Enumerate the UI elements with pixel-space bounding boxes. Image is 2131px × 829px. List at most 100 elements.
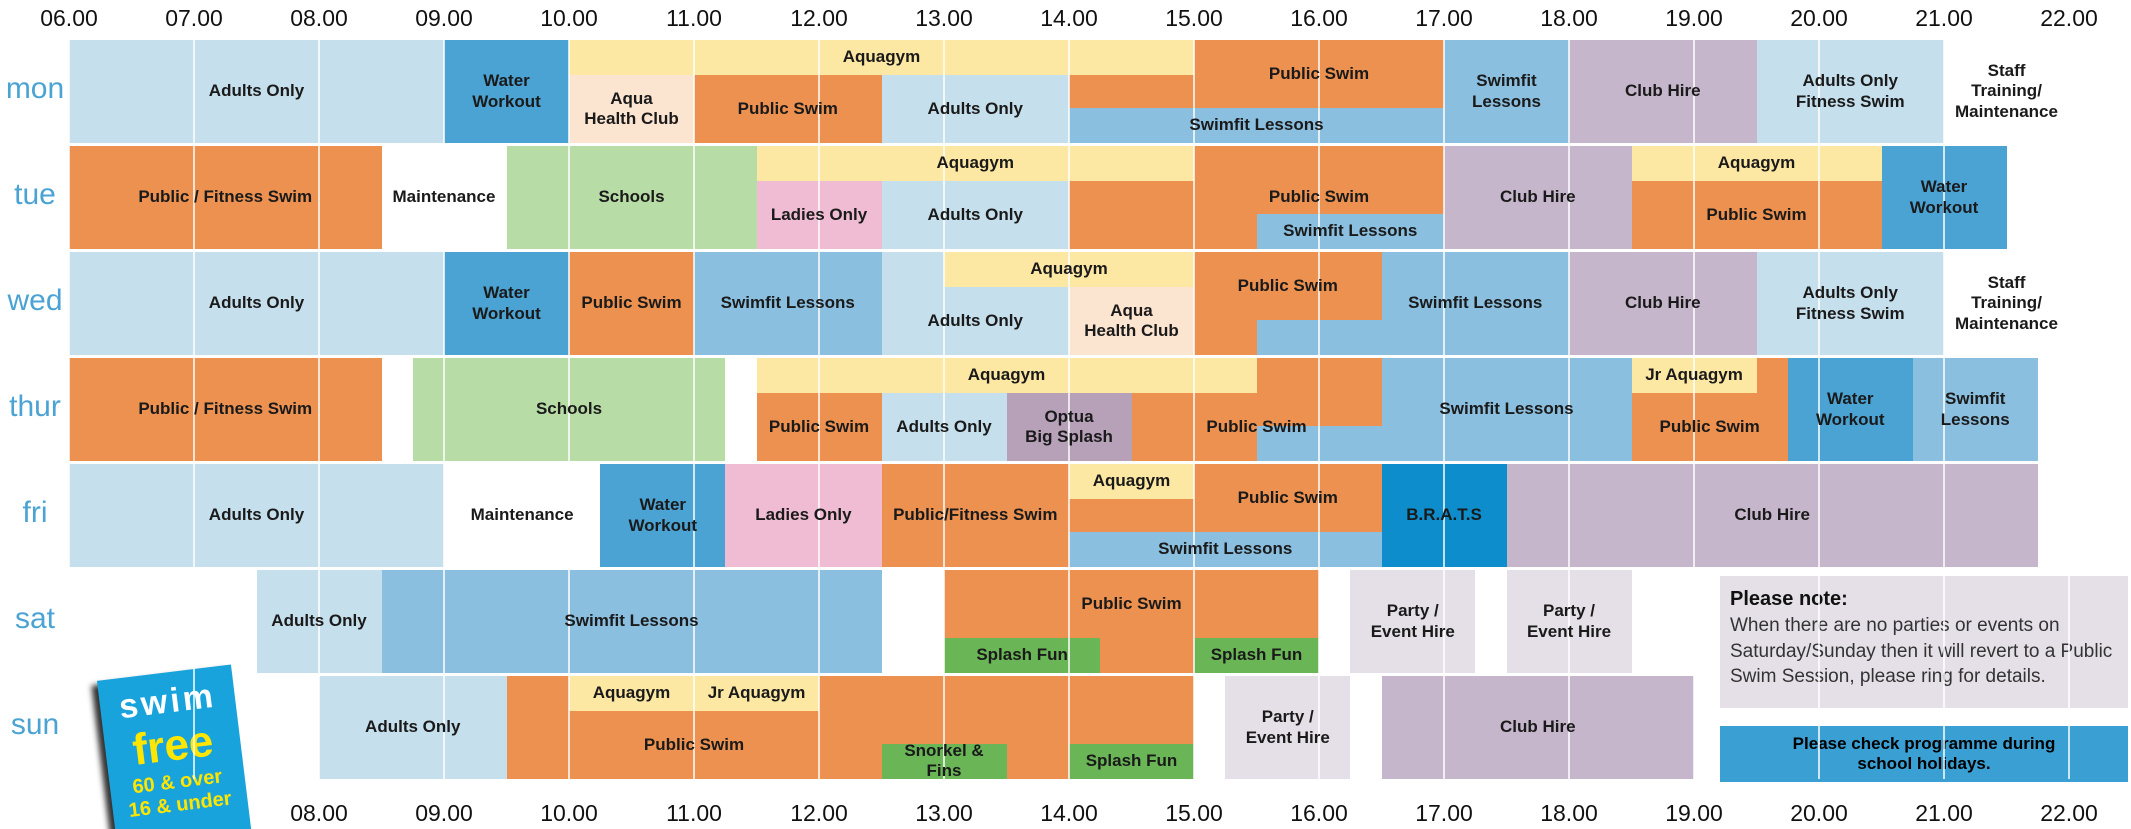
time-label-bottom: 14.00 (1029, 800, 1109, 827)
time-label-top: 19.00 (1654, 5, 1734, 32)
session-label: Swimfit Lessons (1069, 108, 1444, 143)
time-label-bottom: 22.00 (2029, 800, 2109, 827)
session-label: Public Swim (944, 570, 1319, 638)
session-label: Water Workout (444, 252, 569, 355)
session-label: Public / Fitness Swim (69, 146, 382, 249)
session-label: Ladies Only (725, 464, 881, 567)
session-label: Ladies Only (757, 181, 882, 249)
time-label-bottom: 11.00 (654, 800, 734, 827)
notice-text: Please check programme during school hol… (1780, 734, 2068, 774)
session-block (1100, 638, 1194, 673)
session-label: Public Swim (1194, 464, 1382, 532)
session-label: Public Swim (1632, 181, 1882, 249)
session-label: Optua Big Splash (1007, 393, 1132, 461)
grid-line (2068, 40, 2070, 779)
time-label-bottom: 08.00 (279, 800, 359, 827)
session-label: Public Swim (569, 711, 819, 779)
session-label: Jr Aquagym (694, 676, 819, 711)
session-label: Aqua Health Club (1069, 287, 1194, 355)
session-label: Schools (413, 358, 726, 461)
session-label: Party / Event Hire (1507, 570, 1632, 673)
time-label-top: 16.00 (1279, 5, 1359, 32)
session-label: Swimfit Lessons (1257, 214, 1445, 249)
session-label: Adults Only (69, 40, 444, 143)
session-label: Public Swim (1632, 393, 1788, 461)
session-label: Party / Event Hire (1350, 570, 1475, 673)
session-label: Swimfit Lessons (1382, 252, 1570, 355)
time-label-bottom: 16.00 (1279, 800, 1359, 827)
day-label: sun (0, 708, 70, 742)
badge: swim free 60 & over 16 & under (97, 664, 254, 829)
time-label-bottom: 20.00 (1779, 800, 1859, 827)
session-label: Club Hire (1382, 676, 1695, 779)
session-label: Adults Only (319, 676, 507, 779)
session-label: Staff Training/ Maintenance (1944, 252, 2069, 355)
session-label: Adults Only (69, 252, 444, 355)
time-label-bottom: 21.00 (1904, 800, 1984, 827)
time-label-bottom: 10.00 (529, 800, 609, 827)
session-block (1757, 358, 1788, 393)
session-label: Aquagym (569, 40, 1194, 75)
time-label-top: 17.00 (1404, 5, 1484, 32)
session-label: Aquagym (1632, 146, 1882, 181)
day-label: mon (0, 72, 70, 106)
session-block (1194, 320, 1257, 355)
time-label-top: 09.00 (404, 5, 484, 32)
session-label: Adults Only (257, 570, 382, 673)
session-label: Public Swim (1132, 393, 1382, 461)
session-label: Aquagym (1069, 464, 1194, 499)
note-box: Please note:When there are no parties or… (1720, 576, 2128, 708)
session-label: Public/Fitness Swim (882, 464, 1070, 567)
time-label-bottom: 15.00 (1154, 800, 1234, 827)
session-label: Snorkel & Fins (882, 744, 1007, 779)
time-label-bottom: 12.00 (779, 800, 859, 827)
time-label-top: 15.00 (1154, 5, 1234, 32)
session-label: Maintenance (444, 464, 600, 567)
session-label: Club Hire (1507, 464, 2038, 567)
time-label-top: 06.00 (29, 5, 109, 32)
session-label: Aquagym (569, 676, 694, 711)
session-label: Swimfit Lessons (1444, 40, 1569, 143)
time-label-bottom: 19.00 (1654, 800, 1734, 827)
time-label-top: 21.00 (1904, 5, 1984, 32)
session-block (1069, 499, 1194, 532)
session-label: B.R.A.T.S (1382, 464, 1507, 567)
session-label: Swimfit Lessons (1913, 358, 2038, 461)
session-label: Aqua Health Club (569, 75, 694, 143)
session-block (507, 676, 570, 779)
time-label-bottom: 18.00 (1529, 800, 1609, 827)
time-label-top: 10.00 (529, 5, 609, 32)
time-label-top: 20.00 (1779, 5, 1859, 32)
session-label: Public Swim (1194, 40, 1444, 108)
day-label: sat (0, 602, 70, 636)
session-label: Swimfit Lessons (694, 252, 882, 355)
session-label: Swimfit Lessons (1069, 532, 1382, 567)
session-label: Public Swim (569, 252, 694, 355)
time-label-top: 14.00 (1029, 5, 1109, 32)
time-label-top: 12.00 (779, 5, 859, 32)
session-label: Club Hire (1569, 40, 1757, 143)
time-label-top: 07.00 (154, 5, 234, 32)
time-label-top: 13.00 (904, 5, 984, 32)
session-label: Aquagym (944, 252, 1194, 287)
session-label: Water Workout (600, 464, 725, 567)
session-label: Staff Training/ Maintenance (1944, 40, 2069, 143)
session-label: Jr Aquagym (1632, 358, 1757, 393)
day-label: fri (0, 496, 70, 530)
time-label-top: 08.00 (279, 5, 359, 32)
session-label: Club Hire (1444, 146, 1632, 249)
time-label-bottom: 17.00 (1404, 800, 1484, 827)
session-label: Splash Fun (1194, 638, 1319, 673)
session-label: Schools (507, 146, 757, 249)
time-label-bottom: 09.00 (404, 800, 484, 827)
session-label: Public Swim (757, 393, 882, 461)
time-label-top: 22.00 (2029, 5, 2109, 32)
day-label: thur (0, 390, 70, 424)
session-label: Aquagym (757, 358, 1257, 393)
session-label: Aquagym (757, 146, 1195, 181)
day-label: tue (0, 178, 70, 212)
session-label: Water Workout (444, 40, 569, 143)
session-label: Swimfit Lessons (382, 570, 882, 673)
session-label: Maintenance (382, 146, 507, 249)
session-label: Water Workout (1882, 146, 2007, 249)
